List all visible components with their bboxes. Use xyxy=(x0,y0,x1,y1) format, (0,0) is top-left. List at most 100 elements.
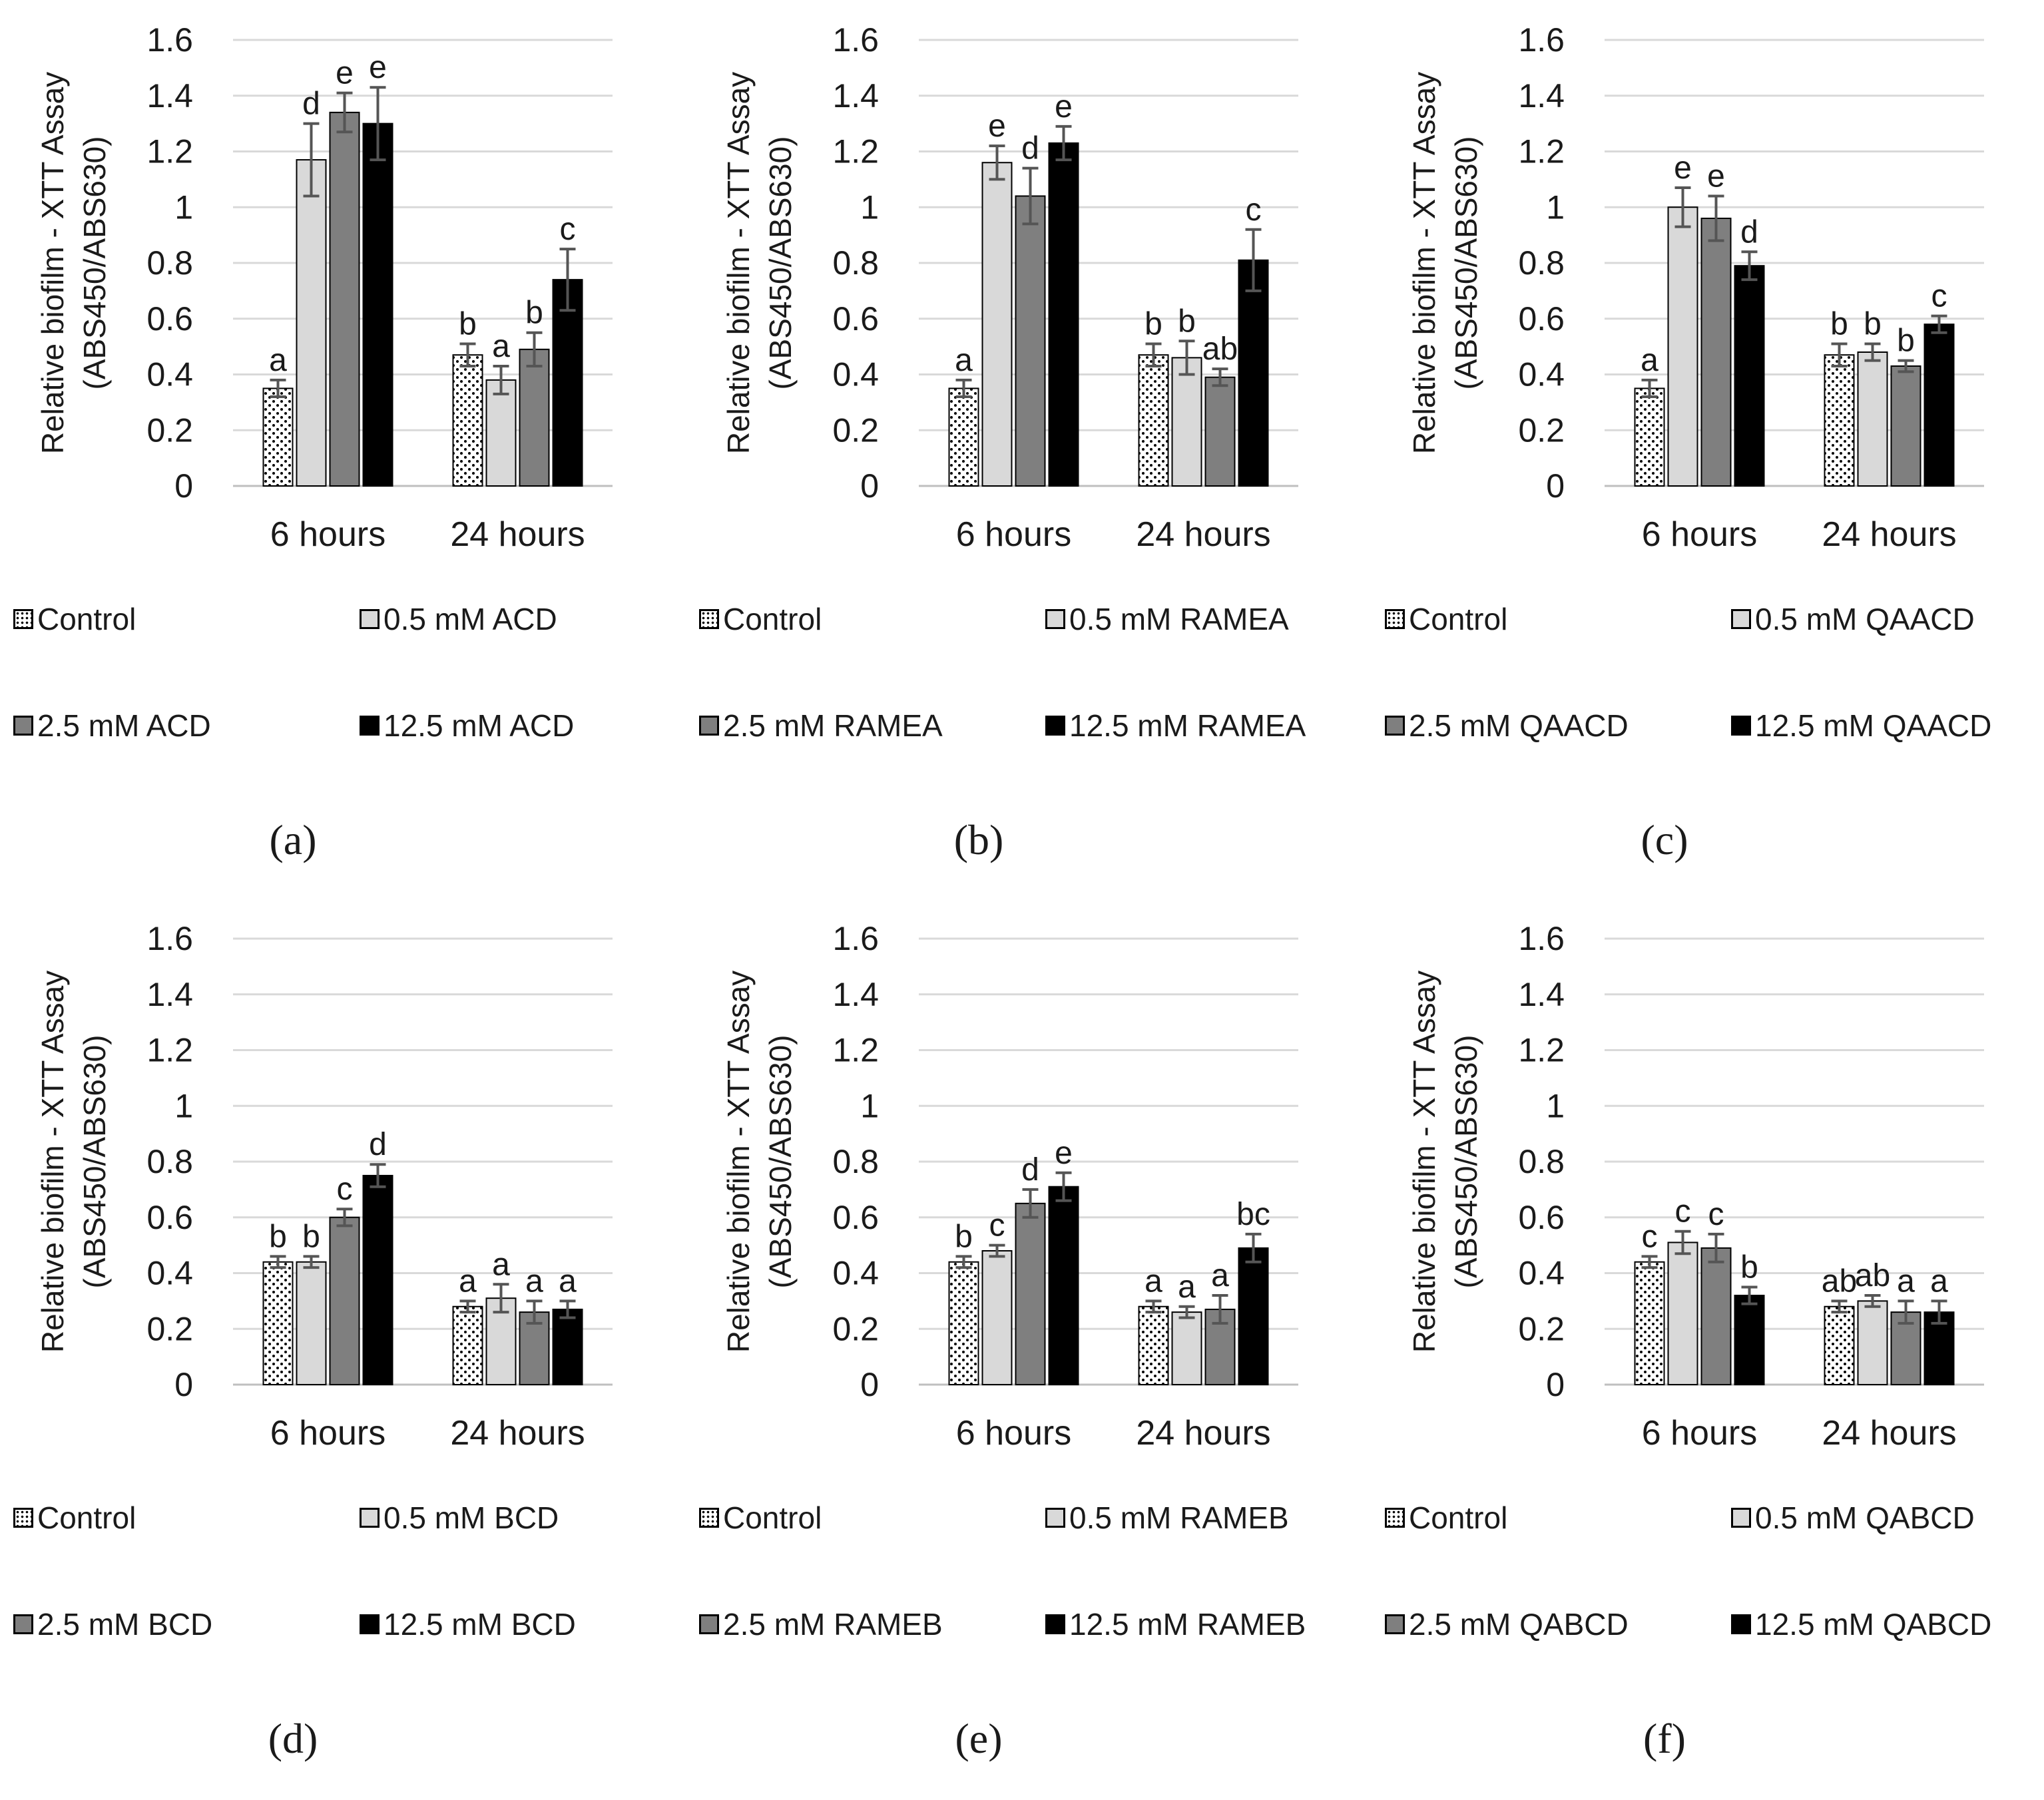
legend-label: Control xyxy=(723,1500,822,1535)
significance-label: b xyxy=(1740,1249,1758,1285)
error-bar xyxy=(1212,1294,1228,1325)
error-bar xyxy=(955,1255,972,1269)
error-bar xyxy=(955,378,972,398)
bar xyxy=(1634,387,1665,487)
significance-label: a xyxy=(459,1263,477,1299)
error-bar xyxy=(1741,1285,1758,1305)
error-bar xyxy=(1708,1232,1724,1263)
bar xyxy=(1667,206,1698,487)
significance-label: c xyxy=(989,1208,1005,1243)
y-tick-label: 0.8 xyxy=(146,244,193,282)
bar xyxy=(1138,354,1169,487)
legend: Control 0.5 mM RAMEB 2.5 mM RAMEB 12.5 mM R… xyxy=(699,1501,1352,1641)
legend-label: 0.5 mM QAACD xyxy=(1755,602,1975,636)
chart-panel-b: 0 0.2 0.4 0.6 0.8 1 1.2 1.4 1.6 Relative biofilm … xyxy=(686,0,1358,892)
y-axis-title: Relative biofilm - XTT Assay xyxy=(1407,971,1441,1353)
legend-item: 12.5 mM ACD xyxy=(360,709,574,742)
significance-label: c xyxy=(1708,1197,1724,1232)
error-bar xyxy=(459,342,476,367)
bar xyxy=(1734,265,1765,487)
error-bar xyxy=(1145,1299,1162,1314)
legend-label: 12.5 mM QAACD xyxy=(1755,708,1992,743)
y-axis-title: Relative biofilm - XTT Assay xyxy=(35,971,70,1353)
x-category-label: 6 hours xyxy=(270,1414,385,1453)
significance-label: ab xyxy=(1822,1263,1857,1299)
error-bar xyxy=(459,1299,476,1314)
bar-chart: 0 0.2 0.4 0.6 0.8 1 1.2 1.4 1.6 Relative biofilm … xyxy=(35,21,613,554)
bar-chart: 0 0.2 0.4 0.6 0.8 1 1.2 1.4 1.6 Relative biofilm … xyxy=(1407,920,1984,1453)
y-tick-label: 1 xyxy=(1546,188,1565,226)
legend-swatch xyxy=(360,609,380,629)
significance-label: e xyxy=(336,56,354,91)
bar xyxy=(948,387,979,487)
error-bar xyxy=(559,1299,576,1319)
legend-swatch xyxy=(360,716,380,736)
y-tick-label: 0 xyxy=(1546,467,1565,505)
y-tick-label: 1 xyxy=(174,1087,193,1124)
y-tick-label: 0.2 xyxy=(1518,1310,1565,1347)
legend-swatch xyxy=(699,609,719,629)
significance-label: b xyxy=(1897,324,1915,359)
significance-label: a xyxy=(559,1263,577,1299)
y-axis-unit: (ABS450/ABS630) xyxy=(77,1034,112,1288)
legend-label: Control xyxy=(1409,602,1508,636)
significance-label: d xyxy=(1021,1152,1039,1188)
y-tick-label: 0.8 xyxy=(1518,1143,1565,1180)
panel-caption: (f) xyxy=(1643,1715,1686,1762)
legend-label: 0.5 mM QABCD xyxy=(1755,1500,1975,1535)
chart-panel-e: 0 0.2 0.4 0.6 0.8 1 1.2 1.4 1.6 Relative biofilm … xyxy=(686,899,1358,1791)
significance-label: e xyxy=(1055,89,1073,124)
bar xyxy=(1857,1300,1888,1385)
legend-swatch xyxy=(13,609,33,629)
legend-label: Control xyxy=(723,602,822,636)
legend-label: 2.5 mM RAMEB xyxy=(723,1607,943,1642)
legend-item: 0.5 mM QABCD xyxy=(1731,1501,1975,1534)
bar xyxy=(452,1305,483,1385)
y-tick-label: 0 xyxy=(860,1366,879,1403)
legend-label: 2.5 mM RAMEA xyxy=(723,708,943,743)
error-bar xyxy=(1831,342,1848,367)
y-tick-label: 0.6 xyxy=(146,1199,193,1236)
panel-caption: (b) xyxy=(953,816,1004,863)
legend-item: 0.5 mM RAMEA xyxy=(1045,602,1289,636)
error-bar xyxy=(493,364,509,395)
y-tick-label: 0.8 xyxy=(146,1143,193,1180)
error-bar xyxy=(559,248,576,312)
x-category-label: 24 hours xyxy=(450,1414,585,1453)
error-bar xyxy=(1145,342,1162,367)
bar-chart: 0 0.2 0.4 0.6 0.8 1 1.2 1.4 1.6 Relative biofilm … xyxy=(1407,21,1984,554)
significance-label: b xyxy=(1145,306,1162,341)
y-tick-label: 0.4 xyxy=(146,356,193,393)
legend-item: 2.5 mM ACD xyxy=(13,709,211,742)
bar xyxy=(1890,365,1921,487)
bar xyxy=(1048,1186,1079,1385)
significance-label: e xyxy=(369,50,387,85)
bar xyxy=(362,1174,393,1385)
significance-label: bc xyxy=(1236,1197,1270,1232)
bar xyxy=(1171,357,1202,487)
significance-label: a xyxy=(269,343,287,378)
y-tick-label: 0 xyxy=(860,467,879,505)
legend-item: 0.5 mM BCD xyxy=(360,1501,559,1534)
panel-caption: (e) xyxy=(955,1715,1003,1762)
bar xyxy=(1015,1202,1046,1385)
legend-item: 12.5 mM RAMEA xyxy=(1045,709,1306,742)
bar xyxy=(1138,1305,1169,1385)
significance-label: e xyxy=(1055,1136,1073,1171)
panel-caption: (c) xyxy=(1641,816,1688,863)
x-category-label: 24 hours xyxy=(1822,515,1956,554)
legend-item: Control xyxy=(699,1501,822,1534)
y-tick-label: 1.2 xyxy=(1518,133,1565,170)
bar xyxy=(981,162,1013,487)
legend-item: 2.5 mM QABCD xyxy=(1385,1608,1629,1641)
legend-item: 12.5 mM RAMEB xyxy=(1045,1608,1306,1641)
legend-item: 0.5 mM RAMEB xyxy=(1045,1501,1289,1534)
error-bar xyxy=(1641,378,1658,398)
error-bar xyxy=(370,1163,386,1188)
significance-label: a xyxy=(525,1263,543,1299)
bar xyxy=(1238,259,1269,487)
y-tick-label: 1.6 xyxy=(146,920,193,957)
chart-panel-c: 0 0.2 0.4 0.6 0.8 1 1.2 1.4 1.6 Relative biofilm … xyxy=(1372,0,2044,892)
y-tick-label: 1.2 xyxy=(832,1032,879,1069)
legend-item: 2.5 mM BCD xyxy=(13,1608,212,1641)
